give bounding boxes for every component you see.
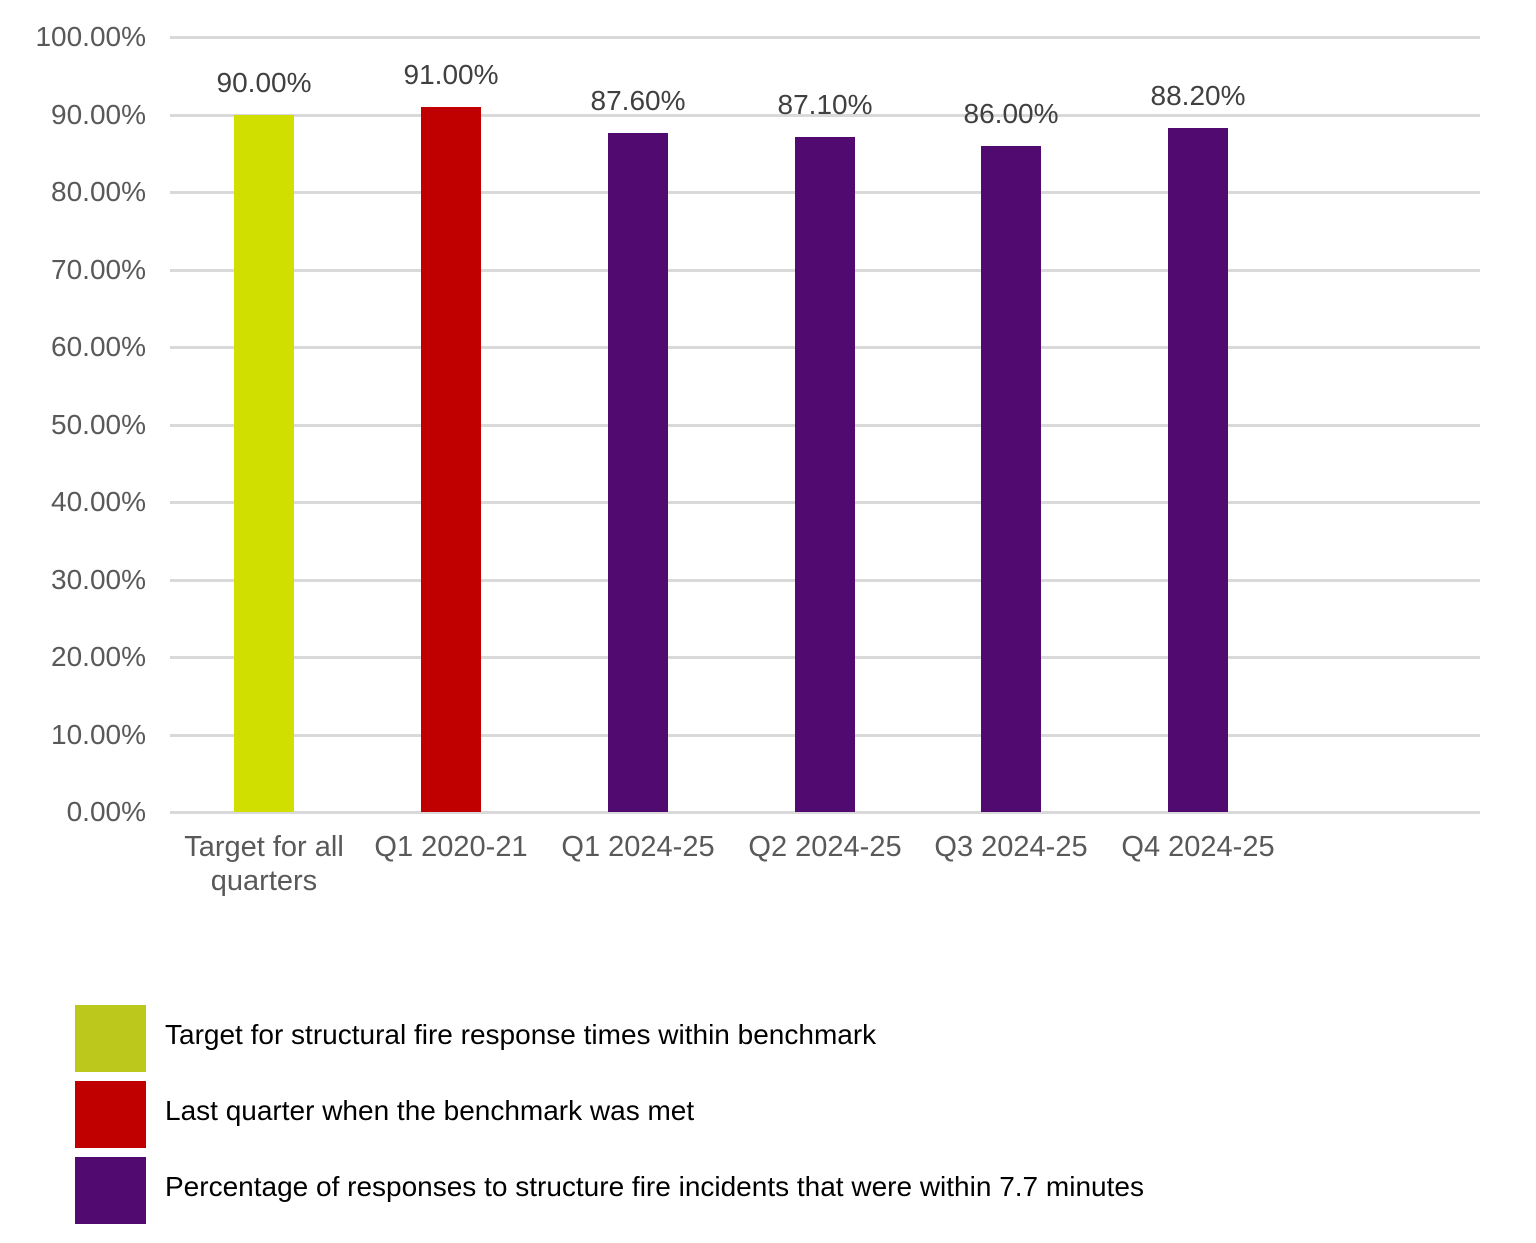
legend-label: Percentage of responses to structure fir… <box>165 1171 1144 1202</box>
bar <box>234 114 294 812</box>
y-axis-tick-label: 50.00% <box>51 408 146 440</box>
y-axis-tick-label: 40.00% <box>51 486 146 517</box>
bar <box>981 145 1041 812</box>
y-axis-tick-label: 20.00% <box>51 641 146 672</box>
bar <box>1168 128 1228 812</box>
legend-label: Last quarter when the benchmark was met <box>165 1095 695 1126</box>
data-label: 87.10% <box>777 88 873 120</box>
bar-chart: 0.00% 10.00% 20.00% 30.00% 40.00% 50.00% 60.00… <box>35 21 1480 897</box>
legend-swatch-percentage <box>75 1157 146 1224</box>
x-axis-category-label: Target for all quarters <box>184 831 344 897</box>
data-label: 87.60% <box>590 85 686 117</box>
bar <box>421 106 481 812</box>
y-axis-tick-label: 0.00% <box>66 796 146 827</box>
data-label: 90.00% <box>216 66 312 98</box>
y-axis-tick-label: 100.00% <box>35 21 146 52</box>
data-label: 91.00% <box>403 58 499 90</box>
legend-swatch-target <box>75 1005 146 1072</box>
data-label: 88.20% <box>1150 80 1246 112</box>
y-axis-tick-label: 70.00% <box>51 253 146 285</box>
x-axis-category-label: Q2 2024-25 <box>748 831 902 863</box>
x-axis-category-label: Q1 2020-21 <box>374 831 528 863</box>
y-axis-tick-label: 80.00% <box>51 176 146 207</box>
legend-label: Target for structural fire response time… <box>165 1019 877 1050</box>
gridline <box>170 811 1480 814</box>
y-axis-tick-label: 30.00% <box>51 563 146 595</box>
bar <box>608 133 668 812</box>
y-axis-tick-label: 60.00% <box>51 331 146 362</box>
legend-swatch-last-met <box>75 1081 146 1148</box>
x-axis-category-label: Q4 2024-25 <box>1121 831 1275 863</box>
gridline <box>170 113 1480 117</box>
x-axis-category-label: Q1 2024-25 <box>561 831 715 863</box>
gridline <box>170 36 1480 39</box>
x-axis-category-label: Q3 2024-25 <box>934 831 1088 863</box>
bar <box>795 136 855 812</box>
y-axis-tick-label: 10.00% <box>51 718 146 750</box>
data-label: 86.00% <box>963 97 1059 129</box>
y-axis-tick-label: 90.00% <box>51 98 146 130</box>
